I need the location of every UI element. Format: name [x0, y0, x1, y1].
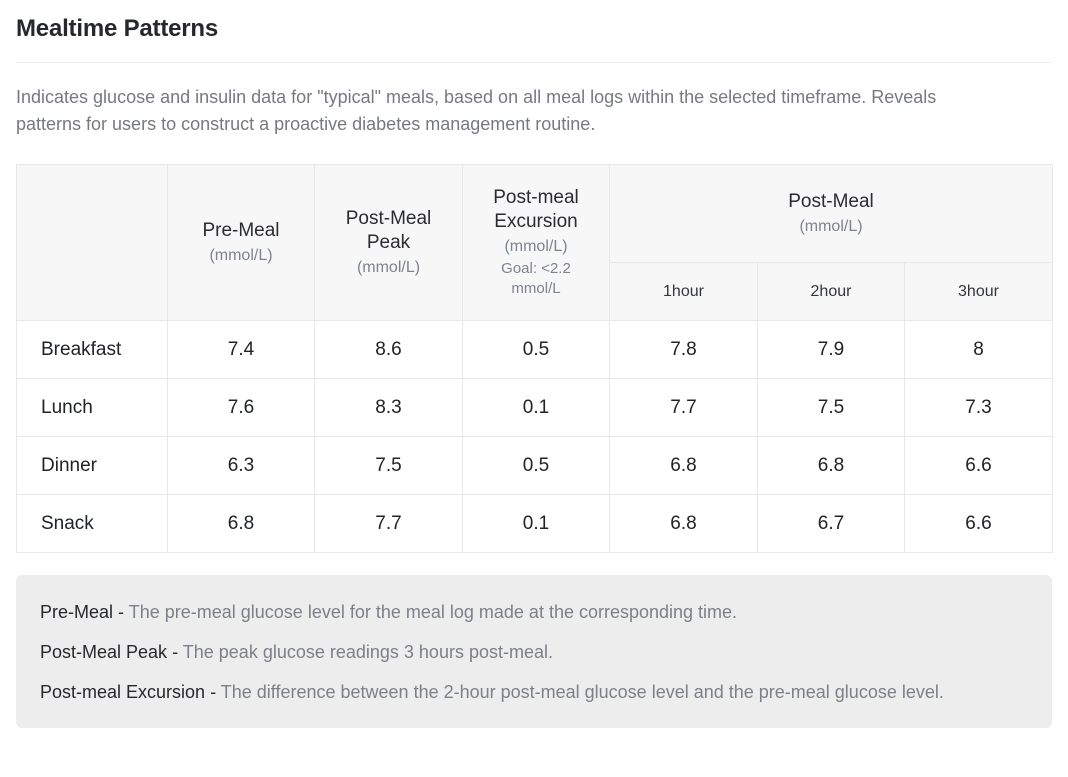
header-label: Post-Meal Peak — [345, 208, 432, 253]
meal-name-cell: Dinner — [16, 436, 168, 495]
table-cell: 0.1 — [462, 494, 610, 553]
table-row-breakfast: Breakfast 7.4 8.6 0.5 7.8 7.9 8 — [16, 320, 1053, 379]
section-description: Indicates glucose and insulin data for "… — [16, 87, 937, 134]
table-row-snack: Snack 6.8 7.7 0.1 6.8 6.7 6.6 — [16, 494, 1053, 553]
table-cell: 6.8 — [609, 494, 758, 553]
definition-text: The pre-meal glucose level for the meal … — [128, 602, 738, 622]
definition-term: Pre-Meal — [40, 602, 114, 622]
meal-name-cell: Snack — [16, 494, 168, 553]
table-cell: 6.6 — [904, 494, 1053, 553]
table-cell: 8 — [904, 320, 1053, 379]
table-cell: 7.7 — [609, 378, 758, 437]
header-cell-post-meal-peak: Post-Meal Peak (mmol/L) — [314, 164, 463, 321]
definition-separator: - — [172, 642, 179, 662]
definitions-panel: Pre-Meal - The pre-meal glucose level fo… — [16, 575, 1052, 728]
table-cell: 6.6 — [904, 436, 1053, 495]
header-label: Post-Meal — [788, 191, 874, 212]
table-cell: 7.3 — [904, 378, 1053, 437]
definition-separator: - — [118, 602, 125, 622]
subheader-cell-2hour: 2hour — [757, 262, 905, 321]
table-cell: 8.6 — [314, 320, 463, 379]
table-cell: 0.5 — [462, 436, 610, 495]
mealtime-patterns-table: Pre-Meal (mmol/L) Post-Meal Peak (mmol/L… — [16, 164, 1053, 553]
header-cell-excursion: Post-meal Excursion (mmol/L) Goal: <2.2 … — [462, 164, 610, 321]
page-title: Mealtime Patterns — [16, 15, 219, 42]
definition-term: Post-Meal Peak — [40, 642, 168, 662]
header-unit: (mmol/L) — [356, 259, 421, 276]
header-unit: (mmol/L) — [799, 218, 863, 235]
subheader-cell-3hour: 3hour — [904, 262, 1053, 321]
table-cell: 7.6 — [167, 378, 315, 437]
table-cell: 7.5 — [757, 378, 905, 437]
table-cell: 6.8 — [757, 436, 905, 495]
header-label: Post-meal Excursion — [493, 187, 579, 232]
definition-post-meal-excursion: Post-meal Excursion - The difference bet… — [40, 679, 1028, 706]
table-cell: 0.5 — [462, 320, 610, 379]
table-cell: 6.3 — [167, 436, 315, 495]
meal-name-cell: Breakfast — [16, 320, 168, 379]
table-cell: 7.9 — [757, 320, 905, 379]
mealtime-patterns-section: Mealtime Patterns Indicates glucose and … — [0, 12, 1068, 728]
meal-name-cell: Lunch — [16, 378, 168, 437]
table-cell: 7.8 — [609, 320, 758, 379]
table-cell: 7.7 — [314, 494, 463, 553]
definition-term: Post-meal Excursion — [40, 682, 206, 702]
header-unit: (mmol/L) — [504, 238, 568, 255]
definition-text: The difference between the 2-hour post-m… — [220, 682, 944, 702]
header-label: Pre-Meal — [202, 220, 280, 241]
table-cell: 8.3 — [314, 378, 463, 437]
header-cell-post-meal-group: Post-Meal (mmol/L) — [609, 164, 1053, 263]
table-row-dinner: Dinner 6.3 7.5 0.5 6.8 6.8 6.6 — [16, 436, 1053, 495]
subheader-cell-1hour: 1hour — [609, 262, 758, 321]
table-cell: 0.1 — [462, 378, 610, 437]
table-cell: 7.5 — [314, 436, 463, 495]
table-cell: 7.4 — [167, 320, 315, 379]
table-subheader-row: 1hour 2hour 3hour — [17, 262, 1053, 321]
table-header-row: Pre-Meal (mmol/L) Post-Meal Peak (mmol/L… — [16, 164, 1053, 321]
table-cell: 6.8 — [609, 436, 758, 495]
table-cell: 6.7 — [757, 494, 905, 553]
header-cell-empty — [16, 164, 168, 321]
header-unit: (mmol/L) — [209, 247, 273, 264]
table-row-lunch: Lunch 7.6 8.3 0.1 7.7 7.5 7.3 — [16, 378, 1053, 437]
definition-pre-meal: Pre-Meal - The pre-meal glucose level fo… — [40, 599, 1028, 626]
header-cell-pre-meal: Pre-Meal (mmol/L) — [167, 164, 315, 321]
definition-post-meal-peak: Post-Meal Peak - The peak glucose readin… — [40, 639, 1028, 666]
definition-separator: - — [210, 682, 217, 702]
definition-text: The peak glucose readings 3 hours post-m… — [182, 642, 553, 662]
table-cell: 6.8 — [167, 494, 315, 553]
title-divider — [16, 62, 1052, 63]
header-goal: Goal: <2.2 mmol/L — [501, 260, 571, 297]
